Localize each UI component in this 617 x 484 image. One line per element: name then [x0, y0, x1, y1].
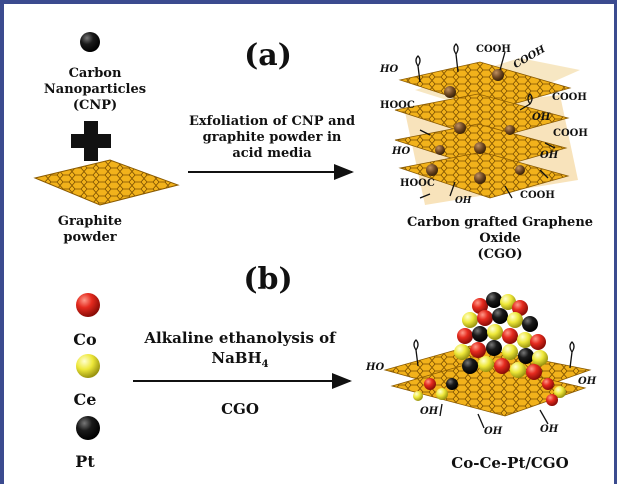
group-hooc-a2: HOOC — [400, 178, 435, 189]
group-hooc-a1: HOOC — [380, 100, 415, 111]
process-b-subscript: 4 — [261, 359, 269, 370]
graphite-label: Graphite powder — [50, 214, 130, 246]
process-b-line2: NaBH4 — [130, 348, 350, 375]
frame-left-border — [0, 0, 4, 484]
cnp-sphere — [80, 32, 100, 52]
group-oh-b4: OH — [578, 376, 597, 387]
frame-top-border — [0, 0, 617, 4]
group-oh-b1: OH — [420, 406, 439, 417]
cnp-label-line1: Carbon — [68, 66, 122, 81]
frame-right-border — [614, 0, 617, 484]
graphite-label-line1: Graphite — [57, 214, 123, 229]
process-b-text: Alkaline ethanolysis of NaBH4 — [130, 328, 350, 375]
graphite-label-line2: powder — [63, 230, 117, 245]
process-b-line3: CGO — [221, 400, 259, 418]
group-oh-b2: OH — [484, 426, 503, 437]
group-cooh-a3: COOH — [552, 92, 587, 103]
process-a-line2: graphite powder in — [202, 130, 342, 145]
co-sphere — [76, 293, 100, 317]
group-oh-a3: OH — [455, 196, 472, 206]
cgo-product-line3: (CGO) — [477, 247, 523, 262]
process-b-line1: Alkaline ethanolysis of — [144, 329, 336, 347]
group-oh-a1: OH — [532, 112, 551, 123]
cgo-product-line2: Oxide — [479, 231, 521, 246]
group-cooh-a4: COOH — [553, 128, 588, 139]
cnp-label-line2: Nanoparticles (CNP) — [43, 82, 147, 113]
pt-label: Pt — [75, 452, 95, 471]
process-a-line1: Exfoliation of CNP and — [188, 114, 356, 129]
process-a-line3: acid media — [232, 146, 312, 161]
group-ho-a1: HO — [380, 64, 399, 75]
group-ho-b1: HO — [366, 362, 385, 373]
co-label: Co — [73, 330, 97, 349]
process-b-nabh: NaBH — [211, 349, 262, 367]
group-cooh-a1: COOH — [476, 44, 511, 55]
group-oh-a2: OH — [540, 150, 559, 161]
cgo-structure — [394, 43, 580, 205]
co-ce-pt-cgo-structure — [383, 292, 592, 429]
panel-b-label: (b) — [243, 262, 293, 297]
ce-sphere — [76, 354, 100, 378]
cnp-label: Carbon Nanoparticles (CNP) — [20, 66, 170, 114]
pt-sphere — [76, 416, 100, 440]
group-oh-b3: OH — [540, 424, 559, 435]
process-a-text: Exfoliation of CNP and graphite powder i… — [182, 114, 362, 162]
ce-label: Ce — [73, 390, 97, 409]
cgo-product-label: Carbon grafted Graphene Oxide (CGO) — [405, 215, 595, 263]
group-ho-a2: HO — [392, 146, 411, 157]
cgo-product-line1: Carbon grafted Graphene — [406, 215, 594, 230]
group-cooh-a5: COOH — [520, 190, 555, 201]
final-product-label: Co-Ce-Pt/CGO — [451, 454, 569, 472]
plus-icon — [71, 121, 111, 161]
panel-a-label: (a) — [244, 38, 292, 73]
graphite-sheet — [33, 159, 180, 206]
